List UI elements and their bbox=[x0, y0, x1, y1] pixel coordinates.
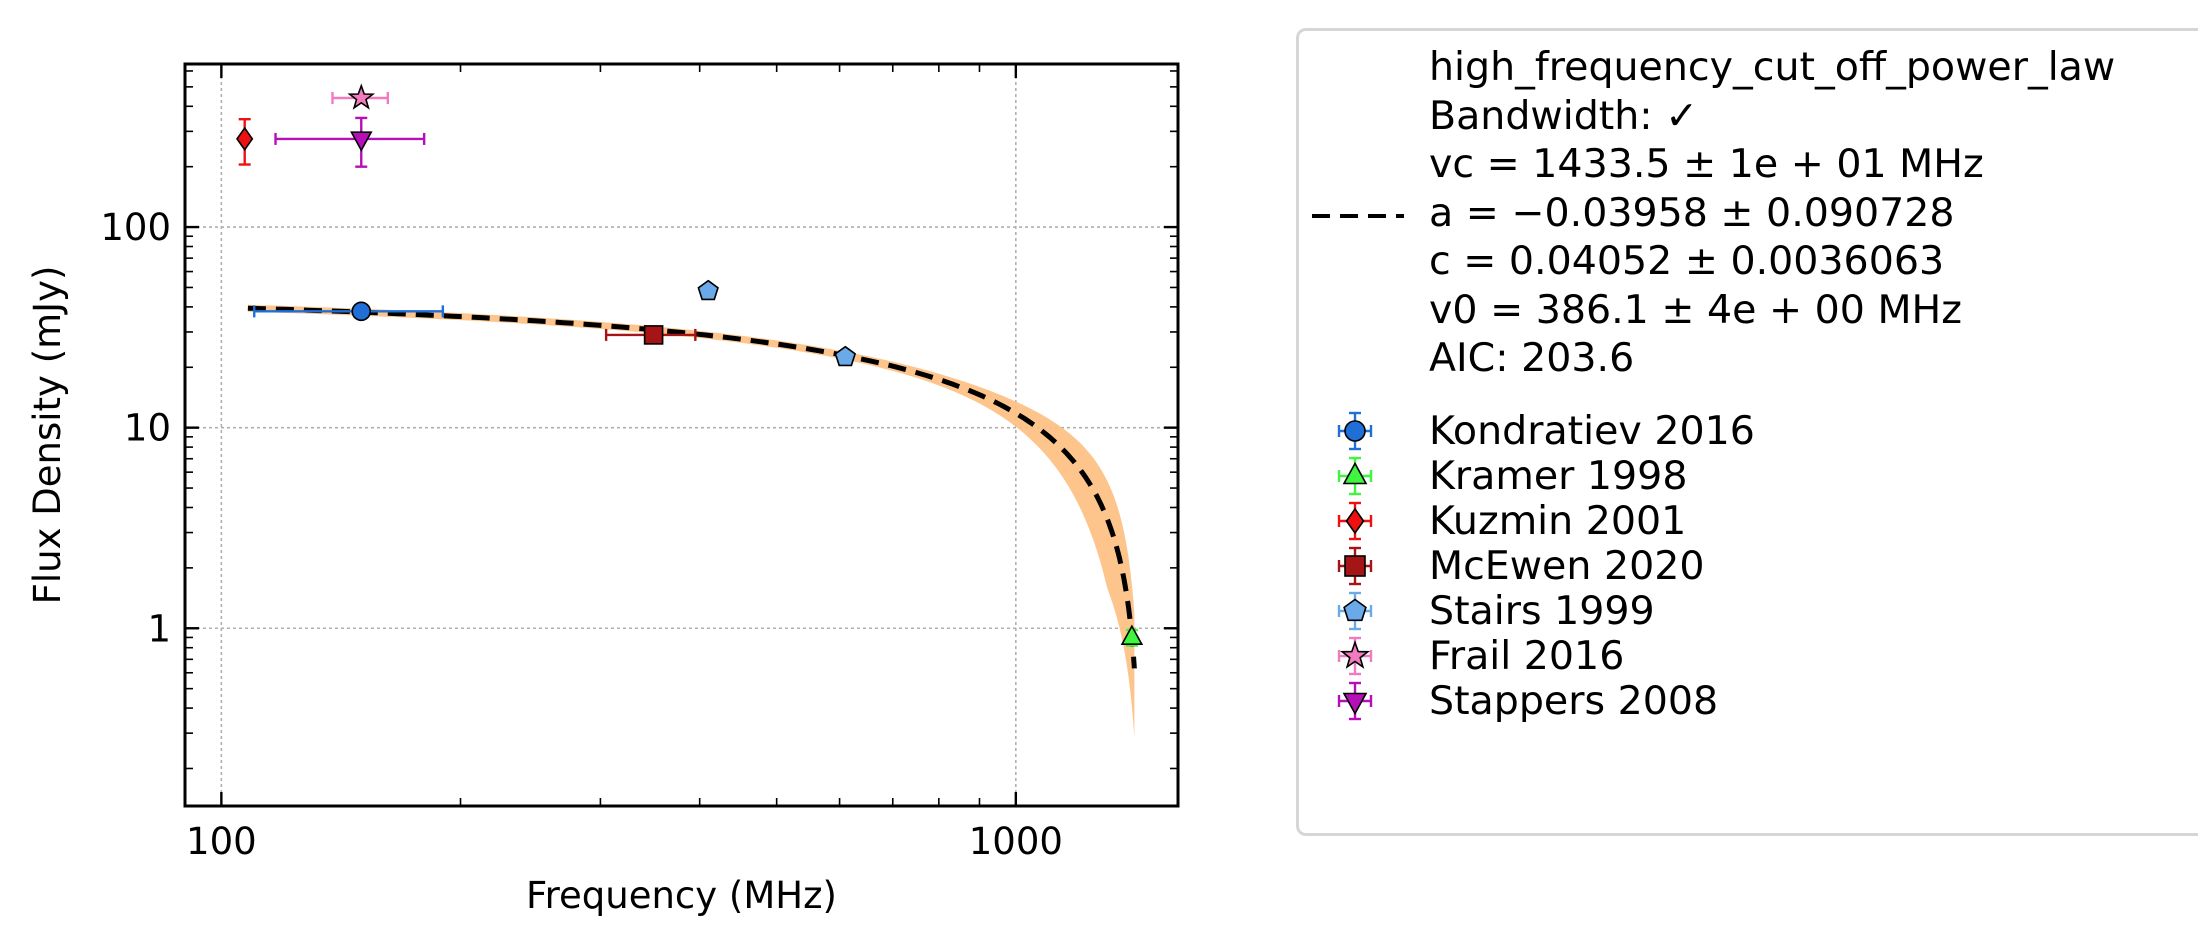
fit-text-line: c = 0.04052 ± 0.0036063 bbox=[1429, 238, 1945, 284]
fit-line bbox=[247, 305, 1137, 669]
legend-marker-shape bbox=[1343, 598, 1367, 622]
point-mcewen-2020-marker bbox=[643, 325, 664, 345]
fit-curve bbox=[247, 305, 1137, 669]
legend-label: Frail 2016 bbox=[1429, 633, 1625, 679]
legend-marker-shape bbox=[1344, 555, 1366, 577]
x-tick-label: 100 bbox=[186, 820, 257, 863]
legend-label: Kramer 1998 bbox=[1429, 453, 1688, 499]
fit-text-line: AIC: 203.6 bbox=[1429, 335, 1635, 381]
plot-frame bbox=[183, 62, 1180, 808]
y-tick-label: 1 bbox=[147, 607, 171, 650]
x-tick-label: 1000 bbox=[969, 820, 1063, 863]
axis-ticks: 100 1000 1 10 100 bbox=[100, 64, 1178, 863]
fit-text-line: Bandwidth: ✓ bbox=[1429, 92, 1699, 139]
legend-marker-shape bbox=[1339, 640, 1371, 669]
point-frail-2016-marker bbox=[347, 83, 376, 110]
legend-marker-stairs-1999 bbox=[1337, 591, 1373, 631]
x-axis-label: Frequency (MHz) bbox=[526, 874, 837, 917]
point-stairs-1999-marker bbox=[697, 279, 719, 301]
legend-entry-kondratiev-2016: Kondratiev 2016 bbox=[1299, 401, 2198, 461]
point-kuzmin-2001-marker bbox=[236, 126, 254, 152]
legend: high_frequency_cut_off_power_law Bandwidt… bbox=[1296, 28, 2198, 836]
fit-text-line: vc = 1433.5 ± 1e + 01 MHz bbox=[1429, 141, 1984, 187]
fit-text-line: v0 = 386.1 ± 4e + 00 MHz bbox=[1429, 286, 1962, 333]
legend-entry-mcewen-2020: McEwen 2020 bbox=[1299, 536, 2198, 596]
legend-marker-shape bbox=[1344, 420, 1366, 442]
legend-marker-mcewen-2020 bbox=[1337, 546, 1373, 586]
fit-band bbox=[247, 304, 1135, 738]
legend-marker-kramer-1998 bbox=[1337, 456, 1373, 496]
legend-marker-kondratiev-2016 bbox=[1337, 411, 1373, 451]
legend-entry-kuzmin-2001: Kuzmin 2001 bbox=[1299, 491, 2198, 551]
point-stairs-1999-marker bbox=[834, 345, 857, 367]
legend-marker-shape bbox=[1342, 692, 1368, 716]
legend-marker-stappers-2008 bbox=[1337, 681, 1373, 721]
legend-label: Kuzmin 2001 bbox=[1429, 498, 1687, 544]
legend-entry-stappers-2008: Stappers 2008 bbox=[1299, 671, 2198, 731]
y-axis-label: Flux Density (mJy) bbox=[26, 266, 69, 605]
point-kramer-1998-marker bbox=[1120, 624, 1144, 646]
fit-uncertainty-band bbox=[247, 304, 1135, 738]
data-points bbox=[236, 83, 1144, 647]
point-kondratiev-2016-marker bbox=[351, 301, 372, 322]
legend-marker-shape bbox=[1345, 507, 1365, 535]
fit-text-line: a = −0.03958 ± 0.090728 bbox=[1429, 189, 1955, 236]
legend-marker-shape bbox=[1342, 461, 1368, 485]
y-tick-label: 10 bbox=[124, 407, 171, 450]
legend-label: Stappers 2008 bbox=[1429, 678, 1719, 724]
legend-marker-frail-2016 bbox=[1337, 636, 1373, 676]
fit-parameters-text: high_frequency_cut_off_power_law Bandwidt… bbox=[1429, 43, 2115, 383]
fit-text-line: high_frequency_cut_off_power_law bbox=[1429, 44, 2116, 90]
legend-marker-kuzmin-2001 bbox=[1337, 501, 1373, 541]
legend-entry-stairs-1999: Stairs 1999 bbox=[1299, 581, 2198, 641]
y-tick-label: 100 bbox=[100, 206, 171, 249]
legend-entry-frail-2016: Frail 2016 bbox=[1299, 626, 2198, 686]
legend-label: McEwen 2020 bbox=[1429, 543, 1705, 589]
legend-entry-kramer-1998: Kramer 1998 bbox=[1299, 446, 2198, 506]
fit-line-swatch bbox=[1312, 214, 1404, 218]
grid-lines bbox=[185, 64, 1178, 806]
legend-label: Kondratiev 2016 bbox=[1429, 408, 1755, 454]
legend-label: Stairs 1999 bbox=[1429, 588, 1655, 634]
point-stappers-2008-marker bbox=[350, 131, 373, 152]
